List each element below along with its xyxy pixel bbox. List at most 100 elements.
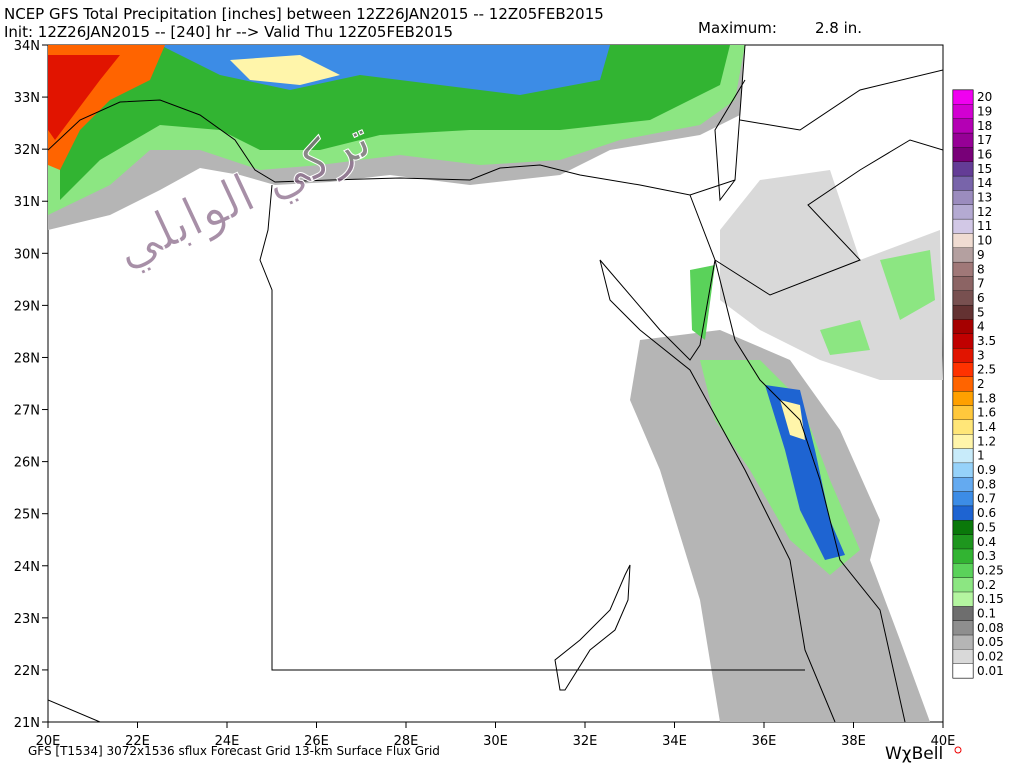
maximum-label: Maximum: [698, 19, 777, 37]
colorbar-label: 5 [977, 305, 985, 319]
x-tick-label: 34E [662, 734, 687, 749]
x-tick-label: 32E [573, 734, 598, 749]
colorbar-label: 1.8 [977, 391, 996, 405]
colorbar-box [952, 520, 974, 535]
colorbar-box [952, 548, 974, 564]
x-tick-label: 38E [841, 734, 866, 749]
colorbar-label: 20 [977, 90, 992, 104]
colorbar-box [952, 104, 974, 119]
colorbar-label: 0.01 [977, 664, 1004, 678]
colorbar-box [952, 434, 974, 449]
colorbar-label: 0.5 [977, 520, 996, 534]
colorbar-label: 3.5 [977, 334, 996, 348]
colorbar-box [952, 391, 974, 406]
colorbar-box [952, 132, 974, 148]
colorbar-label: 2 [977, 377, 985, 391]
colorbar-box [952, 247, 974, 263]
x-tick-label: 36E [752, 734, 777, 749]
y-tick-label: 29N [14, 299, 40, 314]
y-tick-label: 33N [14, 91, 40, 106]
y-tick-label: 31N [14, 195, 40, 210]
colorbar-box [952, 147, 974, 162]
colorbar-label: 0.1 [977, 606, 996, 620]
maximum: 2.8 in. [815, 19, 862, 37]
colorbar-box [952, 204, 974, 220]
colorbar-box [952, 534, 974, 550]
colorbar-label: 2.5 [977, 363, 996, 377]
colorbar-box [952, 118, 974, 134]
colorbar-box [952, 606, 974, 621]
colorbar-box [952, 491, 974, 507]
colorbar-label: 0.4 [977, 535, 996, 549]
colorbar-label: 1.4 [977, 420, 996, 434]
colorbar-box [952, 362, 974, 377]
colorbar-label: 0.05 [977, 635, 1004, 649]
x-tick-label: 24E [215, 734, 240, 749]
colorbar-label: 0.15 [977, 592, 1004, 606]
colorbar-box [952, 649, 974, 664]
y-tick-label: 32N [14, 143, 40, 158]
colorbar-box [952, 477, 974, 492]
colorbar-box [952, 89, 974, 105]
colorbar-label: 0.7 [977, 492, 996, 506]
colorbar-box [952, 161, 974, 177]
colorbar-label: 12 [977, 205, 992, 219]
colorbar-label: 11 [977, 219, 992, 233]
y-tick-label: 23N [14, 612, 40, 627]
colorbar-label: 17 [977, 133, 992, 147]
colorbar-label: 0.02 [977, 649, 1004, 663]
colorbar-box [952, 261, 974, 277]
colorbar-label: 14 [977, 176, 992, 190]
colorbar-box [952, 347, 974, 363]
colorbar-label: 9 [977, 248, 985, 262]
title: NCEP GFS Total Precipitation [inches] be… [4, 5, 604, 23]
y-tick-label: 28N [14, 351, 40, 366]
colorbar-box [952, 276, 974, 291]
colorbar-box [952, 462, 974, 478]
colorbar-label: 0.6 [977, 506, 996, 520]
colorbar-label: 7 [977, 277, 985, 291]
logo-dot [954, 746, 962, 754]
colorbar-box [952, 591, 974, 607]
colorbar-box [952, 405, 974, 421]
colorbar-label: 15 [977, 162, 992, 176]
x-tick-label: 30E [483, 734, 508, 749]
colorbar-label: 0.25 [977, 563, 1004, 577]
colorbar-box [952, 376, 974, 392]
colorbar-label: 1 [977, 449, 985, 463]
subtitle: Init: 12Z26JAN2015 -- [240] hr --> Valid… [4, 23, 453, 41]
colorbar-box [952, 175, 974, 191]
colorbar-label: 0.3 [977, 549, 996, 563]
x-tick-label: 26E [304, 734, 329, 749]
colorbar-box [952, 218, 974, 234]
x-tick-label: 28E [394, 734, 419, 749]
x-tick-label: 40E [931, 734, 956, 749]
colorbar-label: 4 [977, 320, 985, 334]
colorbar-label: 3 [977, 348, 985, 362]
y-tick-label: 30N [14, 247, 40, 262]
y-tick-label: 26N [14, 456, 40, 471]
colorbar-box [952, 233, 974, 248]
precip-field [48, 45, 943, 722]
map: تركي الوابلي [47, 44, 944, 723]
colorbar-box [952, 663, 974, 679]
colorbar-label: 16 [977, 148, 992, 162]
x-tick-label: 22E [125, 734, 150, 749]
y-tick-label: 25N [14, 508, 40, 523]
colorbar-box [952, 419, 974, 435]
colorbar-box [952, 290, 974, 306]
colorbar-box [952, 563, 974, 578]
colorbar-box [952, 505, 974, 521]
colorbar-box [952, 620, 974, 636]
y-tick-label: 22N [14, 664, 40, 679]
colorbar-label: 6 [977, 291, 985, 305]
x-tick-label: 20E [36, 734, 61, 749]
borders [48, 45, 943, 722]
colorbar-label: 8 [977, 262, 985, 276]
footer: GFS [T1534] 3072x1536 sflux Forecast Gri… [28, 744, 440, 758]
colorbar-label: 1.2 [977, 434, 996, 448]
colorbar-label: 10 [977, 234, 992, 248]
colorbar-box [952, 448, 974, 464]
colorbar-label: 0.08 [977, 621, 1004, 635]
